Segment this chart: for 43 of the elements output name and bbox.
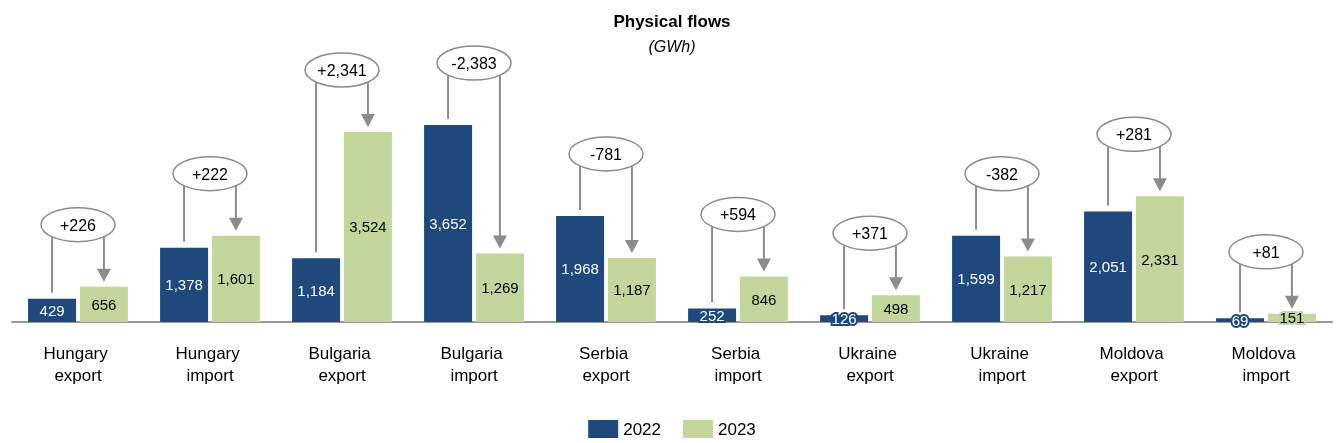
x-tick-label: Ukraine import: [970, 343, 1034, 385]
x-tick-label: Moldova import: [1231, 343, 1301, 385]
data-label: 1,378: [165, 276, 203, 294]
data-label: 2,331: [1141, 250, 1179, 268]
x-tick-label: Hungary export: [43, 343, 113, 385]
legend-label: 2023: [718, 419, 756, 439]
chart-subtitle: (GWh): [648, 37, 696, 55]
data-label: 429: [39, 301, 65, 319]
data-label: 1,601: [217, 270, 255, 288]
data-label: 2,051: [1089, 258, 1127, 276]
annotation: +222: [191, 165, 229, 183]
data-label: 1,269: [481, 279, 519, 297]
chart-title: Physical flows: [613, 12, 731, 31]
x-tick-label: Serbia import: [711, 343, 765, 385]
data-label: 151: [1279, 309, 1305, 327]
data-label: 656: [91, 295, 117, 313]
x-tick-label: Hungary import: [175, 343, 245, 385]
annotation: +371: [851, 225, 889, 243]
x-tick-label: Bulgaria export: [308, 343, 376, 385]
annotation: +226: [59, 216, 97, 234]
x-tick-label: Serbia export: [579, 343, 633, 385]
annotation: +281: [1115, 126, 1153, 144]
data-label: 3,652: [429, 215, 467, 233]
data-label: 1,184: [297, 281, 335, 299]
annotation: -382: [985, 165, 1019, 183]
annotation: +594: [719, 206, 757, 224]
data-label: 1,217: [1009, 280, 1047, 298]
data-label: 1,599: [957, 270, 995, 288]
data-label: 3,524: [349, 218, 387, 236]
legend-label: 2022: [623, 419, 662, 439]
data-label: 846: [751, 290, 777, 308]
annotation: +81: [1252, 243, 1280, 261]
bar: [1084, 211, 1133, 322]
x-tick-label: Bulgaria import: [440, 343, 508, 385]
text: +2,341: [317, 61, 367, 79]
x-tick-label: Ukraine export: [838, 343, 902, 385]
text: -2,383: [451, 55, 497, 73]
annotation: -781: [589, 145, 623, 163]
data-label: 498: [883, 300, 909, 318]
x-tick-label: Moldova export: [1099, 343, 1169, 385]
data-label: 1,187: [613, 281, 651, 299]
data-label: 252: [699, 306, 725, 324]
data-label: 1,968: [561, 260, 599, 278]
